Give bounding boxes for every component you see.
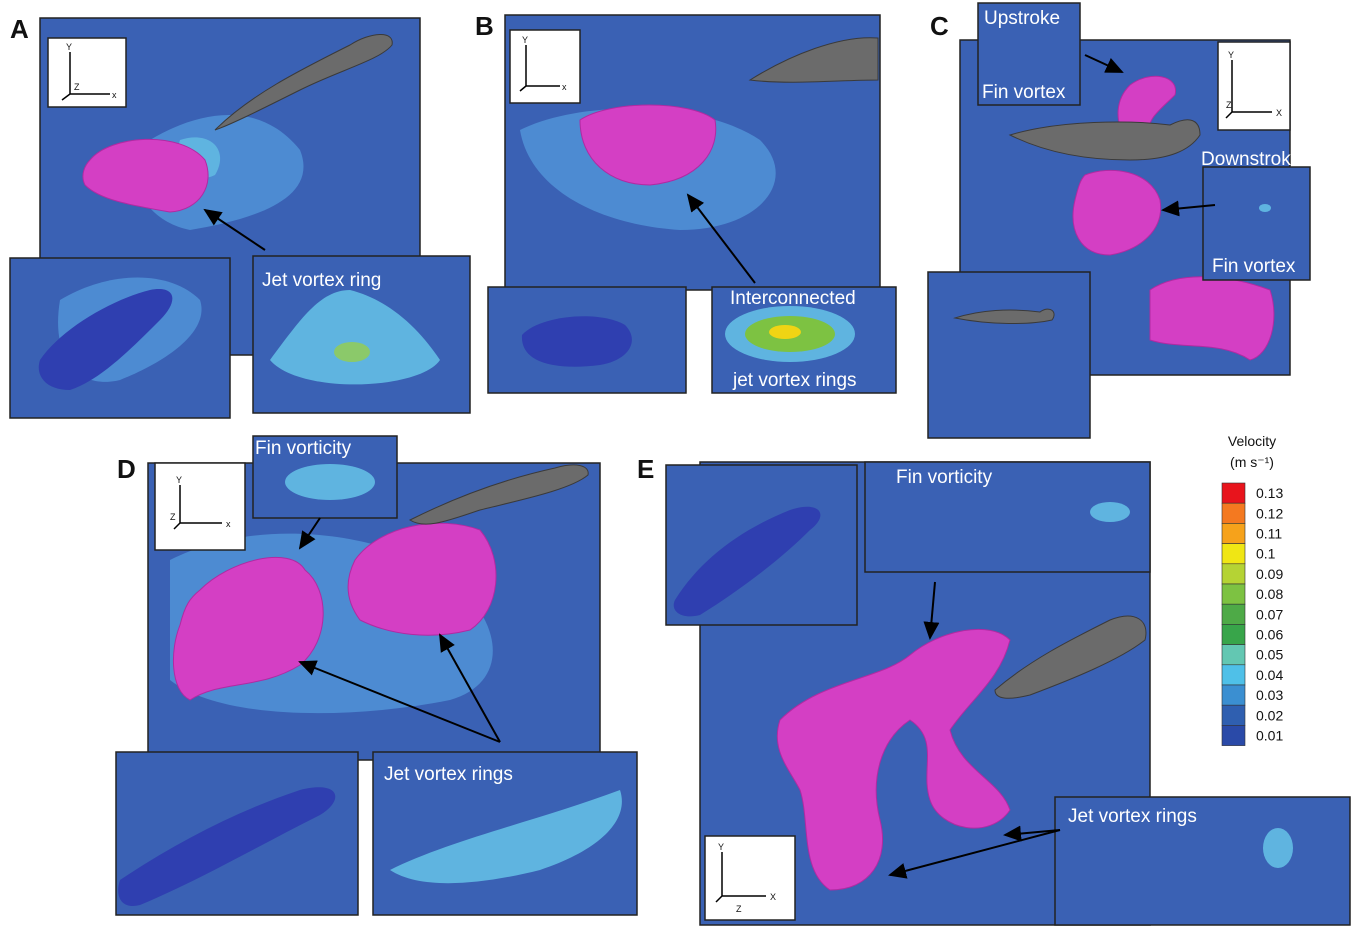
inset: [928, 272, 1090, 438]
figure: Y x Z Jet vortex ring A Y x Interconnect…: [0, 0, 1355, 927]
axis-label: Y: [522, 35, 528, 45]
axis-icon: [155, 463, 245, 550]
color-swatch: [1222, 544, 1245, 564]
colorbar: Velocity (m s⁻¹) 0.13 0.12 0.11 0.1 0.09 0.08…: [1222, 433, 1283, 746]
panel-label: B: [475, 11, 494, 41]
legend-tick: 0.02: [1256, 707, 1283, 723]
color-swatch: [1222, 725, 1245, 745]
annotation: Fin vorticity: [896, 467, 993, 488]
velocity-peak: [769, 325, 801, 339]
color-swatch: [1222, 624, 1245, 644]
axis-label: x: [562, 82, 567, 92]
legend-tick: 0.09: [1256, 566, 1283, 582]
annotation: Downstroke: [1201, 149, 1301, 170]
legend-tick: 0.08: [1256, 586, 1283, 602]
annotation: Fin vortex: [1212, 256, 1296, 277]
annotation: Interconnected: [730, 288, 856, 309]
annotation: Jet vortex ring: [262, 270, 381, 291]
legend-unit: (m s⁻¹): [1230, 454, 1274, 470]
axis-label: Z: [74, 82, 80, 92]
axis-label: x: [112, 90, 117, 100]
velocity-peak: [334, 342, 370, 362]
annotation: Upstroke: [984, 8, 1060, 29]
legend-tick: 0.06: [1256, 627, 1283, 643]
axis-label: Z: [170, 512, 176, 522]
panel-d: Y x Z Fin vorticity Jet vortex rings D: [116, 436, 637, 915]
color-swatch: [1222, 645, 1245, 665]
legend-tick: 0.07: [1256, 606, 1283, 622]
axis-label: x: [226, 519, 231, 529]
axis-label: X: [770, 892, 776, 902]
axis-icon: [510, 30, 580, 103]
color-swatch: [1222, 523, 1245, 543]
axis-label: Y: [1228, 50, 1234, 60]
axis-label: Z: [1226, 100, 1232, 110]
annotation: Fin vortex: [982, 82, 1066, 103]
annotation: jet vortex rings: [732, 370, 857, 391]
velocity-region: [285, 464, 375, 500]
panel-b: Y x Interconnected jet vortex rings B: [475, 11, 896, 393]
annotation: Jet vortex rings: [1068, 806, 1197, 827]
legend-tick: 0.12: [1256, 505, 1283, 521]
color-swatch: [1222, 685, 1245, 705]
axis-label: Y: [176, 475, 182, 485]
legend-tick: 0.13: [1256, 485, 1283, 501]
color-swatch: [1222, 483, 1245, 503]
velocity-peak: [1259, 204, 1271, 212]
panel-label: D: [117, 454, 136, 484]
velocity-region: [1090, 502, 1130, 522]
panel-c: Y X Z Upstroke Fin vortex Downstroke Fin…: [928, 3, 1310, 438]
panel-a: Y x Z Jet vortex ring A: [10, 14, 470, 418]
color-swatch: [1222, 604, 1245, 624]
legend-tick: 0.1: [1256, 546, 1276, 562]
color-swatch: [1222, 503, 1245, 523]
panel-label: A: [10, 14, 29, 44]
annotation: Jet vortex rings: [384, 764, 513, 785]
legend-tick: 0.05: [1256, 647, 1283, 663]
legend-tick: 0.04: [1256, 667, 1283, 683]
axis-label: Y: [66, 42, 72, 52]
legend-tick: 0.01: [1256, 728, 1283, 744]
axis-label: Y: [718, 842, 724, 852]
axis-label: Z: [736, 904, 742, 914]
legend-tick: 0.03: [1256, 687, 1283, 703]
color-swatch: [1222, 665, 1245, 685]
color-swatch: [1222, 584, 1245, 604]
panel-label: E: [637, 454, 654, 484]
velocity-region: [1263, 828, 1293, 868]
legend-tick: 0.11: [1256, 526, 1282, 542]
annotation: Fin vorticity: [255, 438, 352, 459]
color-swatch: [1222, 705, 1245, 725]
legend-title: Velocity: [1228, 433, 1276, 449]
color-swatch: [1222, 564, 1245, 584]
panel-label: C: [930, 11, 949, 41]
axis-label: X: [1276, 108, 1282, 118]
